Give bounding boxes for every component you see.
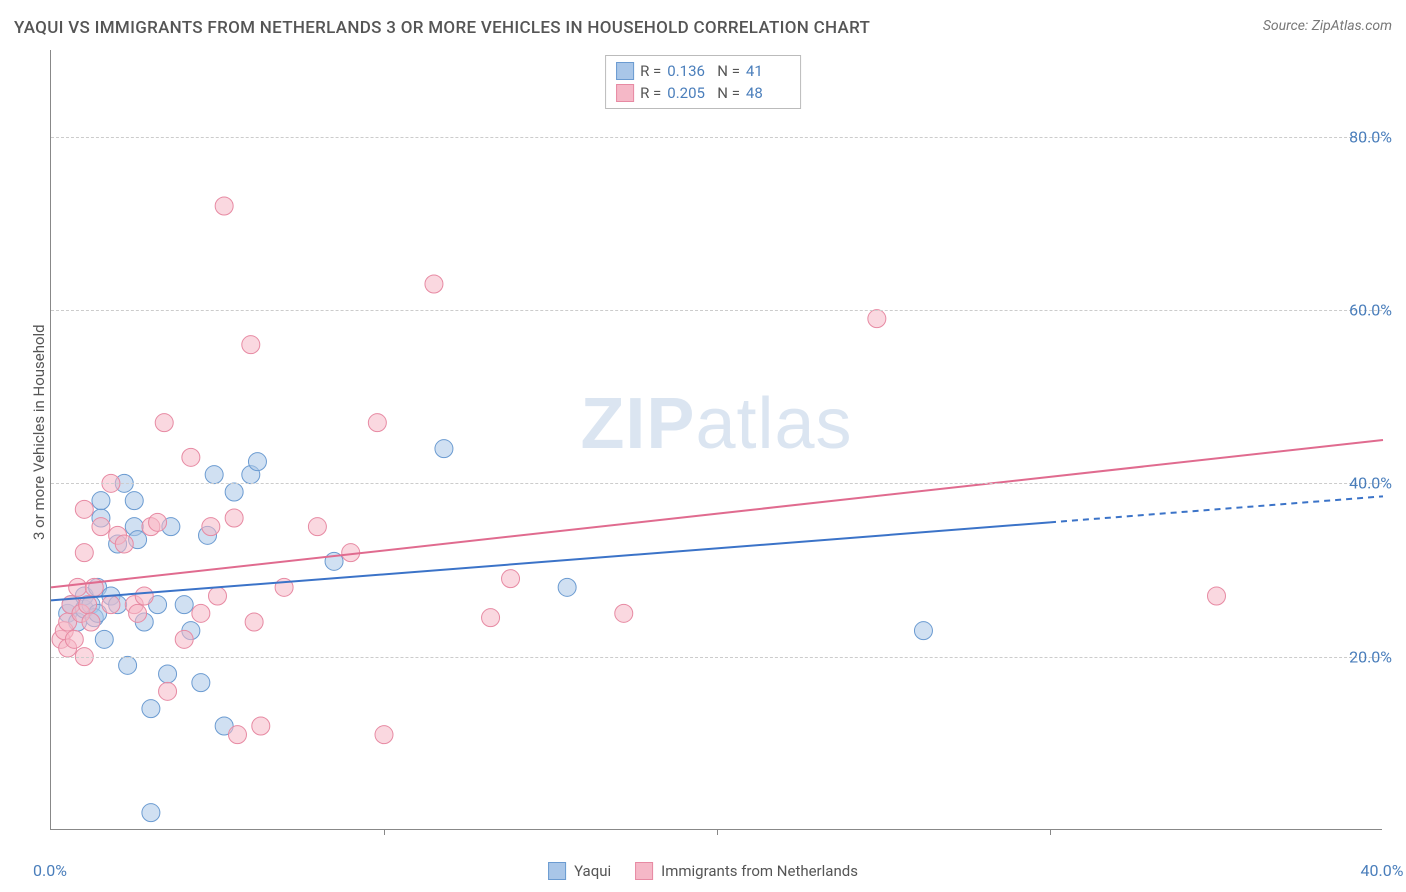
data-point (69, 578, 87, 596)
r-value: 0.205 (667, 84, 711, 102)
series-legend: Yaqui Immigrants from Netherlands (548, 862, 858, 880)
data-point (95, 630, 113, 648)
source-attribution: Source: ZipAtlas.com (1263, 18, 1392, 34)
legend-item: Yaqui (548, 862, 611, 880)
data-point (119, 656, 137, 674)
data-point (75, 500, 93, 518)
data-point (245, 613, 263, 631)
y-tick-label: 60.0% (1349, 301, 1392, 320)
data-point (192, 604, 210, 622)
series-name: Yaqui (574, 862, 611, 880)
r-label: R = (640, 62, 661, 80)
data-point (914, 622, 932, 640)
data-point (155, 414, 173, 432)
data-point (159, 665, 177, 683)
legend-swatch (616, 84, 634, 102)
x-tick (717, 829, 718, 835)
data-point (115, 535, 133, 553)
data-point (142, 804, 160, 822)
n-label: N = (717, 62, 740, 80)
data-point (102, 596, 120, 614)
scatter-svg (51, 50, 1382, 829)
data-point (209, 587, 227, 605)
legend-row: R = 0.205 N = 48 (616, 82, 790, 104)
data-point (482, 609, 500, 627)
legend-swatch (635, 862, 653, 880)
data-point (435, 440, 453, 458)
data-point (615, 604, 633, 622)
data-point (252, 717, 270, 735)
data-point (82, 613, 100, 631)
y-tick-label: 80.0% (1349, 127, 1392, 146)
data-point (425, 275, 443, 293)
gridline (51, 657, 1382, 658)
r-label: R = (640, 84, 661, 102)
x-tick (384, 829, 385, 835)
y-tick-label: 40.0% (1349, 474, 1392, 493)
data-point (375, 726, 393, 744)
legend-swatch (616, 62, 634, 80)
data-point (308, 518, 326, 536)
data-point (205, 466, 223, 484)
legend-row: R = 0.136 N = 41 (616, 60, 790, 82)
data-point (75, 544, 93, 562)
data-point (225, 509, 243, 527)
x-tick-label: 0.0% (33, 861, 67, 880)
data-point (202, 518, 220, 536)
data-point (225, 483, 243, 501)
legend-swatch (548, 862, 566, 880)
data-point (228, 726, 246, 744)
data-point (65, 630, 83, 648)
y-tick-label: 20.0% (1349, 647, 1392, 666)
data-point (248, 453, 266, 471)
data-point (92, 518, 110, 536)
data-point (92, 492, 110, 510)
y-axis-label: 3 or more Vehicles in Household (30, 324, 48, 540)
data-point (142, 700, 160, 718)
gridline (51, 137, 1382, 138)
data-point (215, 197, 233, 215)
data-point (242, 336, 260, 354)
x-tick (1050, 829, 1051, 835)
data-point (125, 492, 143, 510)
data-point (558, 578, 576, 596)
data-point (502, 570, 520, 588)
data-point (192, 674, 210, 692)
data-point (149, 513, 167, 531)
n-value: 41 (746, 62, 790, 80)
n-value: 48 (746, 84, 790, 102)
data-point (368, 414, 386, 432)
data-point (175, 630, 193, 648)
gridline (51, 310, 1382, 311)
plot-area: ZIPatlas (50, 50, 1382, 830)
n-label: N = (717, 84, 740, 102)
legend-item: Immigrants from Netherlands (635, 862, 858, 880)
chart-title: YAQUI VS IMMIGRANTS FROM NETHERLANDS 3 O… (14, 18, 870, 38)
data-point (1208, 587, 1226, 605)
gridline (51, 483, 1382, 484)
r-value: 0.136 (667, 62, 711, 80)
data-point (159, 682, 177, 700)
data-point (182, 448, 200, 466)
data-point (135, 587, 153, 605)
correlation-legend: R = 0.136 N = 41 R = 0.205 N = 48 (605, 55, 801, 109)
series-name: Immigrants from Netherlands (661, 862, 858, 880)
data-point (868, 310, 886, 328)
data-point (129, 604, 147, 622)
x-tick-label: 40.0% (1361, 861, 1404, 880)
trend-line-dashed (1050, 496, 1383, 522)
data-point (175, 596, 193, 614)
